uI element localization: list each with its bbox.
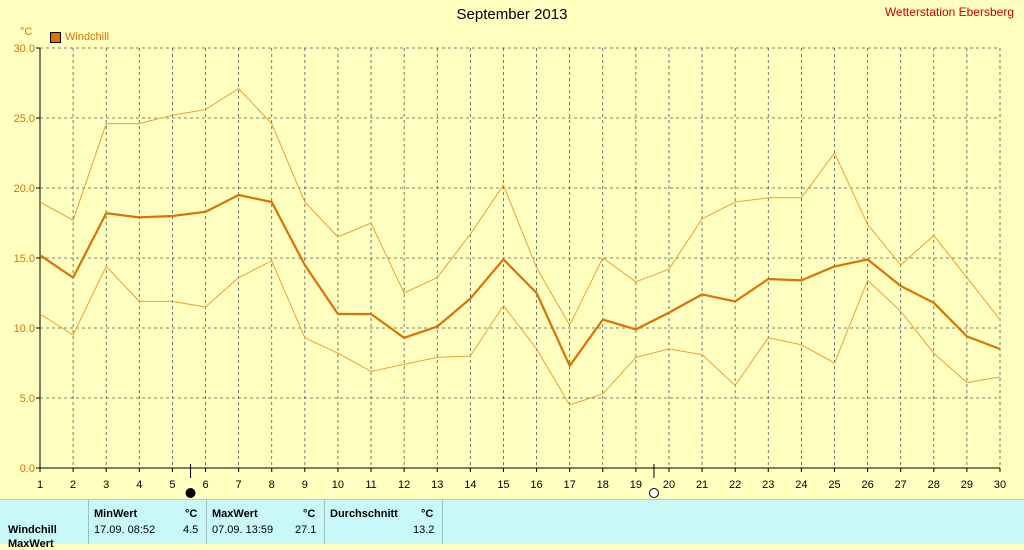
stats-avg-column: Durchschnitt °C 13.2 bbox=[324, 500, 443, 544]
x-tick-label: 6 bbox=[202, 479, 208, 491]
stats-row-label: Windchill bbox=[8, 524, 57, 536]
x-tick-label: 20 bbox=[663, 479, 675, 491]
legend-label: Windchill bbox=[65, 31, 110, 43]
x-tick-label: 10 bbox=[332, 479, 344, 491]
stats-min-column: MinWert °C 17.09. 08:52 4.5 bbox=[88, 500, 207, 544]
x-tick-label: 27 bbox=[895, 479, 907, 491]
x-tick-label: 16 bbox=[530, 479, 542, 491]
min-value: 4.5 bbox=[183, 524, 199, 536]
x-tick-label: 8 bbox=[269, 479, 275, 491]
x-tick-label: 1 bbox=[37, 479, 43, 491]
x-tick-label: 4 bbox=[136, 479, 142, 491]
y-axis-unit: °C bbox=[20, 26, 33, 38]
x-tick-label: 30 bbox=[994, 479, 1006, 491]
x-tick-label: 5 bbox=[169, 479, 175, 491]
series-line-windchill bbox=[39, 193, 1001, 367]
y-tick-label: 0.0 bbox=[20, 463, 35, 475]
x-tick-label: 26 bbox=[861, 479, 873, 491]
min-header: MinWert bbox=[94, 508, 138, 520]
chart-title: September 2013 bbox=[456, 6, 568, 23]
station-name: Wetterstation Ebersberg bbox=[884, 5, 1014, 19]
series-line-envelope bbox=[39, 260, 1001, 406]
x-tick-label: 19 bbox=[630, 479, 642, 491]
x-tick-label: 7 bbox=[236, 479, 242, 491]
avg-header: Durchschnitt bbox=[330, 508, 398, 520]
x-tick-label: 9 bbox=[302, 479, 308, 491]
avg-value: 13.2 bbox=[413, 524, 435, 536]
stats-panel: Windchill MaxWert MinWert °C 17.09. 08:5… bbox=[0, 499, 1024, 550]
x-tick-label: 13 bbox=[431, 479, 443, 491]
max-time: 07.09. 13:59 bbox=[212, 524, 274, 536]
legend-swatch bbox=[50, 31, 61, 43]
max-value: 27.1 bbox=[295, 524, 317, 536]
y-tick-label: 10.0 bbox=[14, 323, 35, 335]
stats-max-column: MaxWert °C 07.09. 13:59 27.1 bbox=[206, 500, 325, 544]
avg-unit: °C bbox=[421, 508, 434, 520]
x-tick-label: 18 bbox=[597, 479, 609, 491]
x-tick-label: 23 bbox=[762, 479, 774, 491]
x-tick-label: 22 bbox=[729, 479, 741, 491]
stats-label-column bbox=[0, 500, 89, 544]
legend: Windchill bbox=[50, 31, 109, 43]
series-line-envelope bbox=[39, 88, 1001, 326]
max-unit: °C bbox=[303, 508, 316, 520]
x-tick-label: 24 bbox=[795, 479, 807, 491]
x-tick-label: 2 bbox=[70, 479, 76, 491]
x-tick-label: 12 bbox=[398, 479, 410, 491]
x-tick-label: 29 bbox=[961, 479, 973, 491]
min-time: 17.09. 08:52 bbox=[94, 524, 156, 536]
min-unit: °C bbox=[185, 508, 198, 520]
line-chart: 0.05.010.015.020.025.030.01 2 3 4 5 6 7 8 9 10 11 1… bbox=[14, 43, 1006, 498]
full-moon-icon bbox=[648, 488, 659, 498]
y-tick-label: 30.0 bbox=[14, 43, 35, 55]
x-tick-label: 17 bbox=[564, 479, 576, 491]
x-tick-label: 14 bbox=[464, 479, 476, 491]
x-tick-label: 15 bbox=[497, 479, 509, 491]
x-tick-label: 11 bbox=[365, 479, 376, 491]
x-tick-label: 3 bbox=[103, 479, 109, 491]
max-header: MaxWert bbox=[212, 508, 258, 520]
x-tick-label: 21 bbox=[696, 479, 708, 491]
y-tick-label: 5.0 bbox=[20, 393, 35, 405]
y-tick-label: 20.0 bbox=[14, 183, 35, 195]
x-tick-label: 28 bbox=[928, 479, 940, 491]
x-tick-label: 25 bbox=[828, 479, 840, 491]
y-tick-label: 15.0 bbox=[14, 253, 35, 265]
new-moon-icon bbox=[185, 488, 196, 498]
y-tick-label: 25.0 bbox=[14, 113, 35, 125]
